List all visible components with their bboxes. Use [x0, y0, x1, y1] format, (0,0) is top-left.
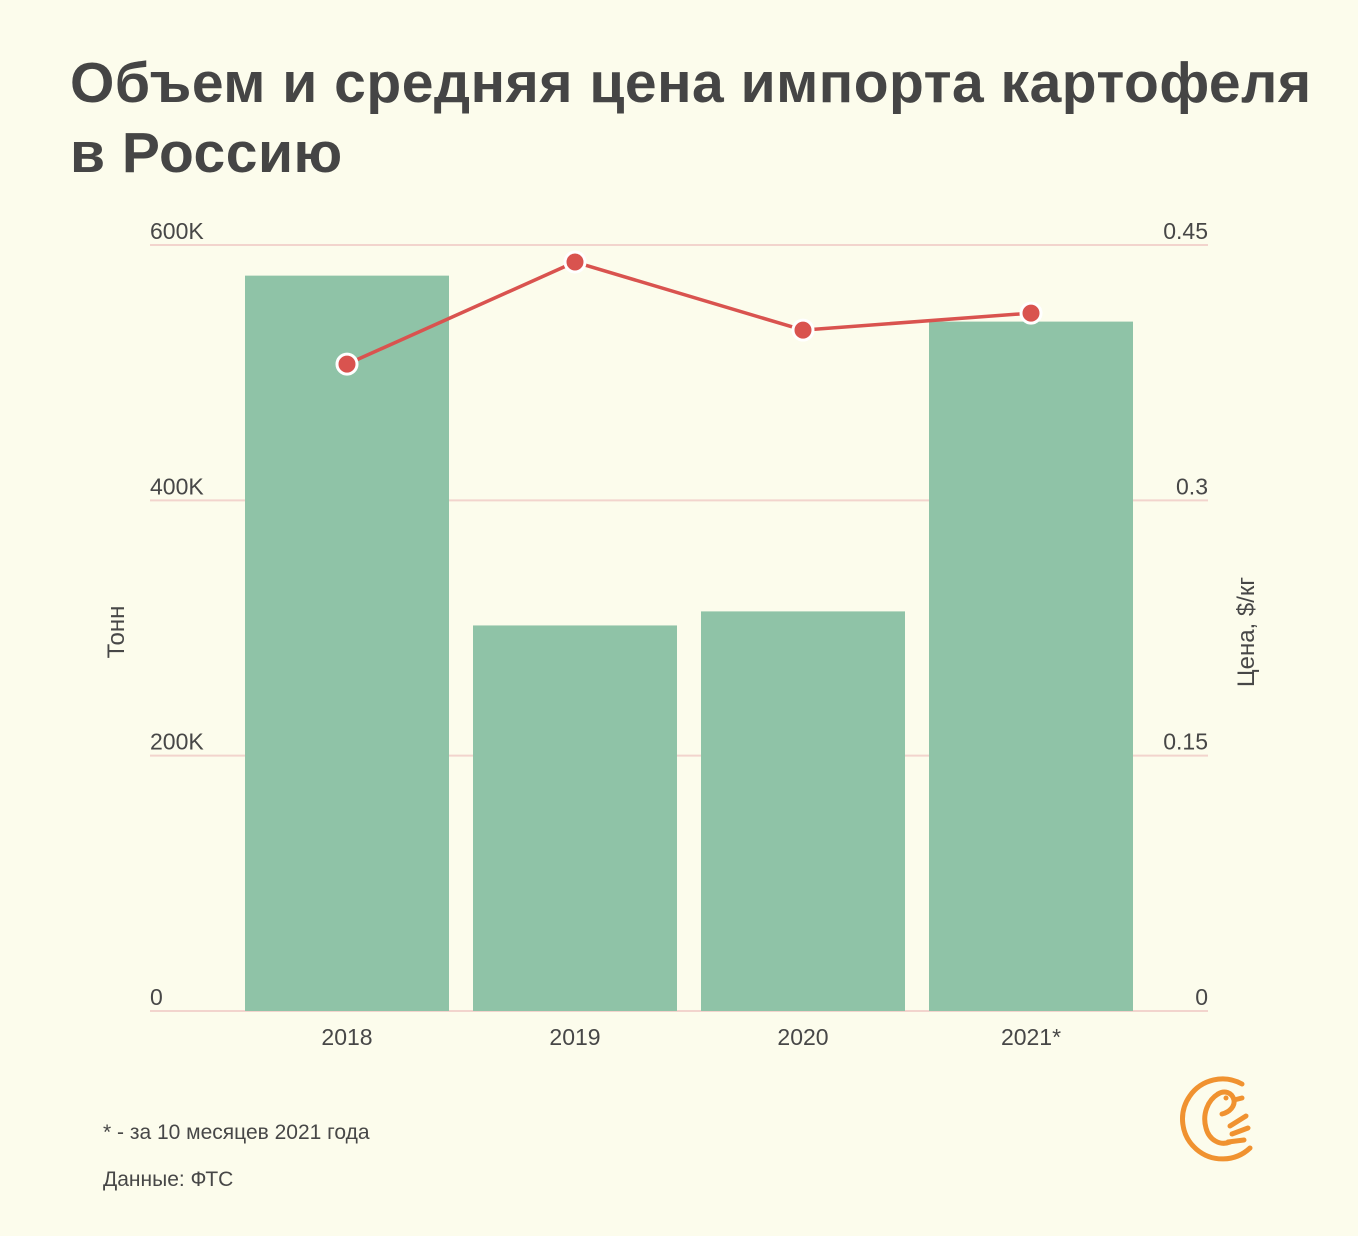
- x-tick-3: 2021*: [1001, 1024, 1061, 1050]
- right-tick-0: 0: [1195, 984, 1208, 1010]
- left-tick-1: 200K: [150, 729, 204, 755]
- x-tick-1: 2019: [549, 1024, 600, 1050]
- data-source: Данные: ФТС: [103, 1168, 234, 1191]
- chart-title-line-2: в Россию: [70, 121, 343, 185]
- left-tick-3: 600K: [150, 218, 204, 244]
- left-axis-title: Тонн: [103, 606, 130, 659]
- bar-2021: [929, 321, 1133, 1012]
- price-point-2018: [335, 352, 359, 376]
- x-axis-ticks: 2018 2019 2020 2021*: [321, 1024, 1061, 1050]
- right-tick-3: 0.45: [1163, 218, 1208, 244]
- chart-title-line-1: Объем и средняя цена импорта картофеля: [70, 51, 1312, 115]
- x-tick-2: 2020: [777, 1024, 828, 1050]
- left-axis-ticks: 0 200K 400K 600K: [150, 218, 204, 1010]
- bar-2018: [245, 275, 449, 1011]
- price-line-path: [346, 260, 1032, 366]
- bar-2020: [701, 611, 905, 1011]
- bar-2019: [473, 625, 677, 1011]
- left-tick-2: 400K: [150, 473, 204, 499]
- right-tick-2: 0.3: [1176, 473, 1208, 499]
- price-point-2021: [1019, 301, 1043, 325]
- bird-logo-icon: [1180, 1076, 1253, 1162]
- right-axis-title: Цена, $/кг: [1233, 577, 1260, 688]
- x-tick-0: 2018: [321, 1024, 372, 1050]
- left-tick-0: 0: [150, 984, 163, 1010]
- right-axis-ticks: 0 0.15 0.3 0.45: [1163, 218, 1208, 1010]
- right-tick-1: 0.15: [1163, 729, 1208, 755]
- footnote: * - за 10 месяцев 2021 года: [103, 1121, 370, 1144]
- price-point-2020: [791, 318, 815, 342]
- bars: [245, 275, 1133, 1012]
- price-line: [335, 250, 1043, 376]
- price-point-2019: [563, 250, 587, 274]
- chart-title: Объем и средняя цена импорта картофеля в…: [70, 48, 1320, 188]
